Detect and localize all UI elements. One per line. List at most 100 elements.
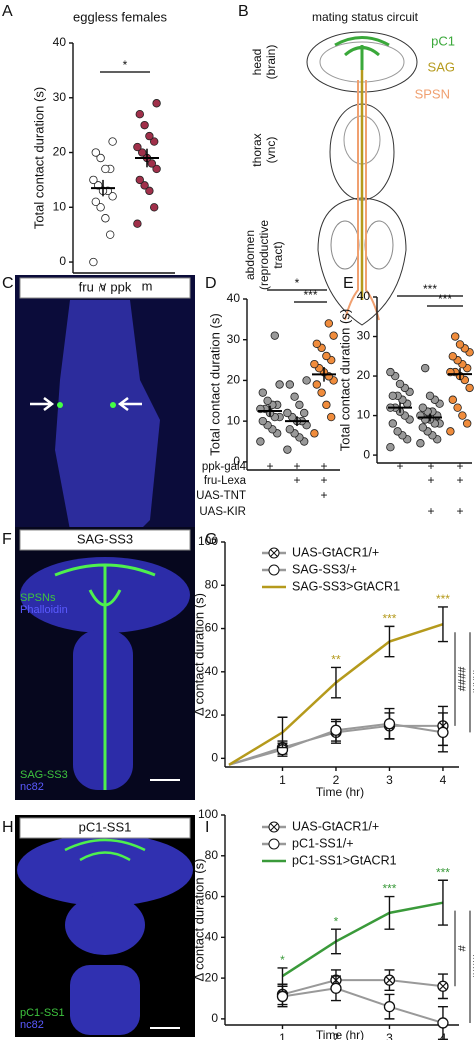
significance: ***: [436, 865, 450, 879]
dot: [283, 408, 292, 418]
dot: [386, 367, 395, 377]
comparison: ####: [470, 955, 474, 980]
genotype-mark: +: [427, 504, 434, 518]
x-tick-label: 1: [279, 1031, 286, 1040]
dot: [388, 419, 397, 428]
marker: [330, 724, 342, 736]
y-tick-label: 30: [53, 90, 67, 104]
y-tick-label: 40: [357, 289, 371, 303]
y-tick-label: 0: [211, 1011, 218, 1025]
y-tick-label: 0: [211, 751, 218, 765]
dot: [317, 388, 326, 397]
dot: [421, 363, 430, 373]
dot: [322, 351, 331, 361]
y-tick-label: 10: [357, 408, 371, 422]
dot: [101, 214, 110, 223]
genotype-mark: +: [427, 459, 434, 473]
genotype-mark: +: [396, 459, 403, 473]
dot: [140, 120, 149, 130]
image-label-box: [19, 277, 191, 299]
dot: [275, 380, 284, 389]
y-tick-label: 80: [205, 848, 219, 862]
y-tick-label: 40: [227, 291, 241, 305]
marker: [330, 982, 342, 994]
legend-label: SAG-SS3/+: [292, 562, 357, 576]
dot: [91, 197, 100, 207]
error-bar: [330, 666, 341, 699]
genotype-mark: +: [456, 473, 463, 487]
significance: **: [331, 653, 341, 667]
y-tick-label: 100: [198, 534, 218, 548]
y-tick-label: 20: [357, 368, 371, 382]
diagram-title: mating status circuit: [312, 10, 419, 24]
dot: [149, 137, 159, 146]
genotype-mark: +: [293, 473, 300, 487]
y-axis-label: Total contact duration (s): [31, 87, 46, 229]
x-tick-label: 4: [440, 773, 447, 787]
stain-label: SPSNs: [20, 592, 56, 604]
y-axis-label: Total contact duration (s): [207, 313, 222, 455]
dot: [455, 340, 465, 349]
genotype-mark: +: [427, 473, 434, 487]
dot: [324, 319, 333, 328]
legend-label: pC1-SS1/+: [292, 836, 354, 850]
dot: [135, 109, 144, 119]
dot: [290, 392, 299, 401]
legend-label: pC1-SS1>GtACR1: [292, 853, 397, 867]
significance: ***: [303, 288, 317, 302]
dot: [312, 339, 321, 348]
y-tick-label: 30: [227, 332, 241, 346]
x-axis-label: Time (hr): [316, 785, 364, 799]
pc1-path: [334, 36, 390, 70]
image-title: pC1-SS1: [79, 819, 132, 834]
dot: [451, 332, 460, 341]
region-label: tract): [271, 241, 285, 268]
significance: ***: [423, 282, 437, 296]
panel-letter: H: [2, 819, 14, 836]
dot: [108, 137, 117, 146]
dot: [310, 429, 319, 438]
marker-cross: [385, 976, 394, 985]
marker: [437, 726, 449, 739]
y-tick-label: 0: [233, 454, 240, 468]
legend-marker: [268, 564, 280, 576]
dot: [96, 153, 105, 163]
y-tick-label: 10: [53, 199, 67, 213]
genotype-mark: +: [320, 459, 327, 473]
panel-letter: I: [205, 819, 209, 836]
dot: [446, 427, 455, 436]
image-title: SAG-SS3: [77, 531, 133, 546]
genotype-label: fru-Lexa: [204, 475, 247, 487]
neuron-label: SAG: [428, 59, 455, 74]
legend-marker: [268, 838, 280, 850]
dot: [302, 376, 311, 385]
significance: ***: [382, 882, 396, 896]
dot: [152, 99, 161, 108]
error-bar: [277, 967, 288, 985]
dot: [448, 352, 457, 361]
dot: [388, 391, 397, 401]
error-bar: [437, 879, 448, 926]
legend-label: UAS-GtACR1/+: [292, 819, 379, 833]
legend-marker-cross: [270, 823, 278, 831]
marker: [437, 1017, 449, 1029]
panel-letter: A: [2, 3, 13, 20]
dot: [425, 391, 435, 401]
dot: [395, 379, 405, 389]
dot: [137, 148, 147, 157]
y-axis-label: Δ contact duration (s): [191, 593, 206, 716]
y-tick-label: 100: [198, 807, 218, 821]
micrograph: [15, 815, 195, 1037]
series-line: [282, 987, 444, 1024]
dot: [133, 142, 142, 152]
significance: ***: [436, 592, 450, 606]
marker: [383, 1001, 396, 1013]
micrograph: [15, 527, 195, 800]
neuron-label: pC1: [431, 33, 455, 48]
dot: [322, 400, 331, 410]
dot: [140, 181, 149, 190]
y-tick-label: 10: [227, 413, 241, 427]
region-label: thorax: [250, 133, 264, 166]
x-tick-label: 3: [386, 773, 393, 787]
dot: [300, 408, 309, 418]
